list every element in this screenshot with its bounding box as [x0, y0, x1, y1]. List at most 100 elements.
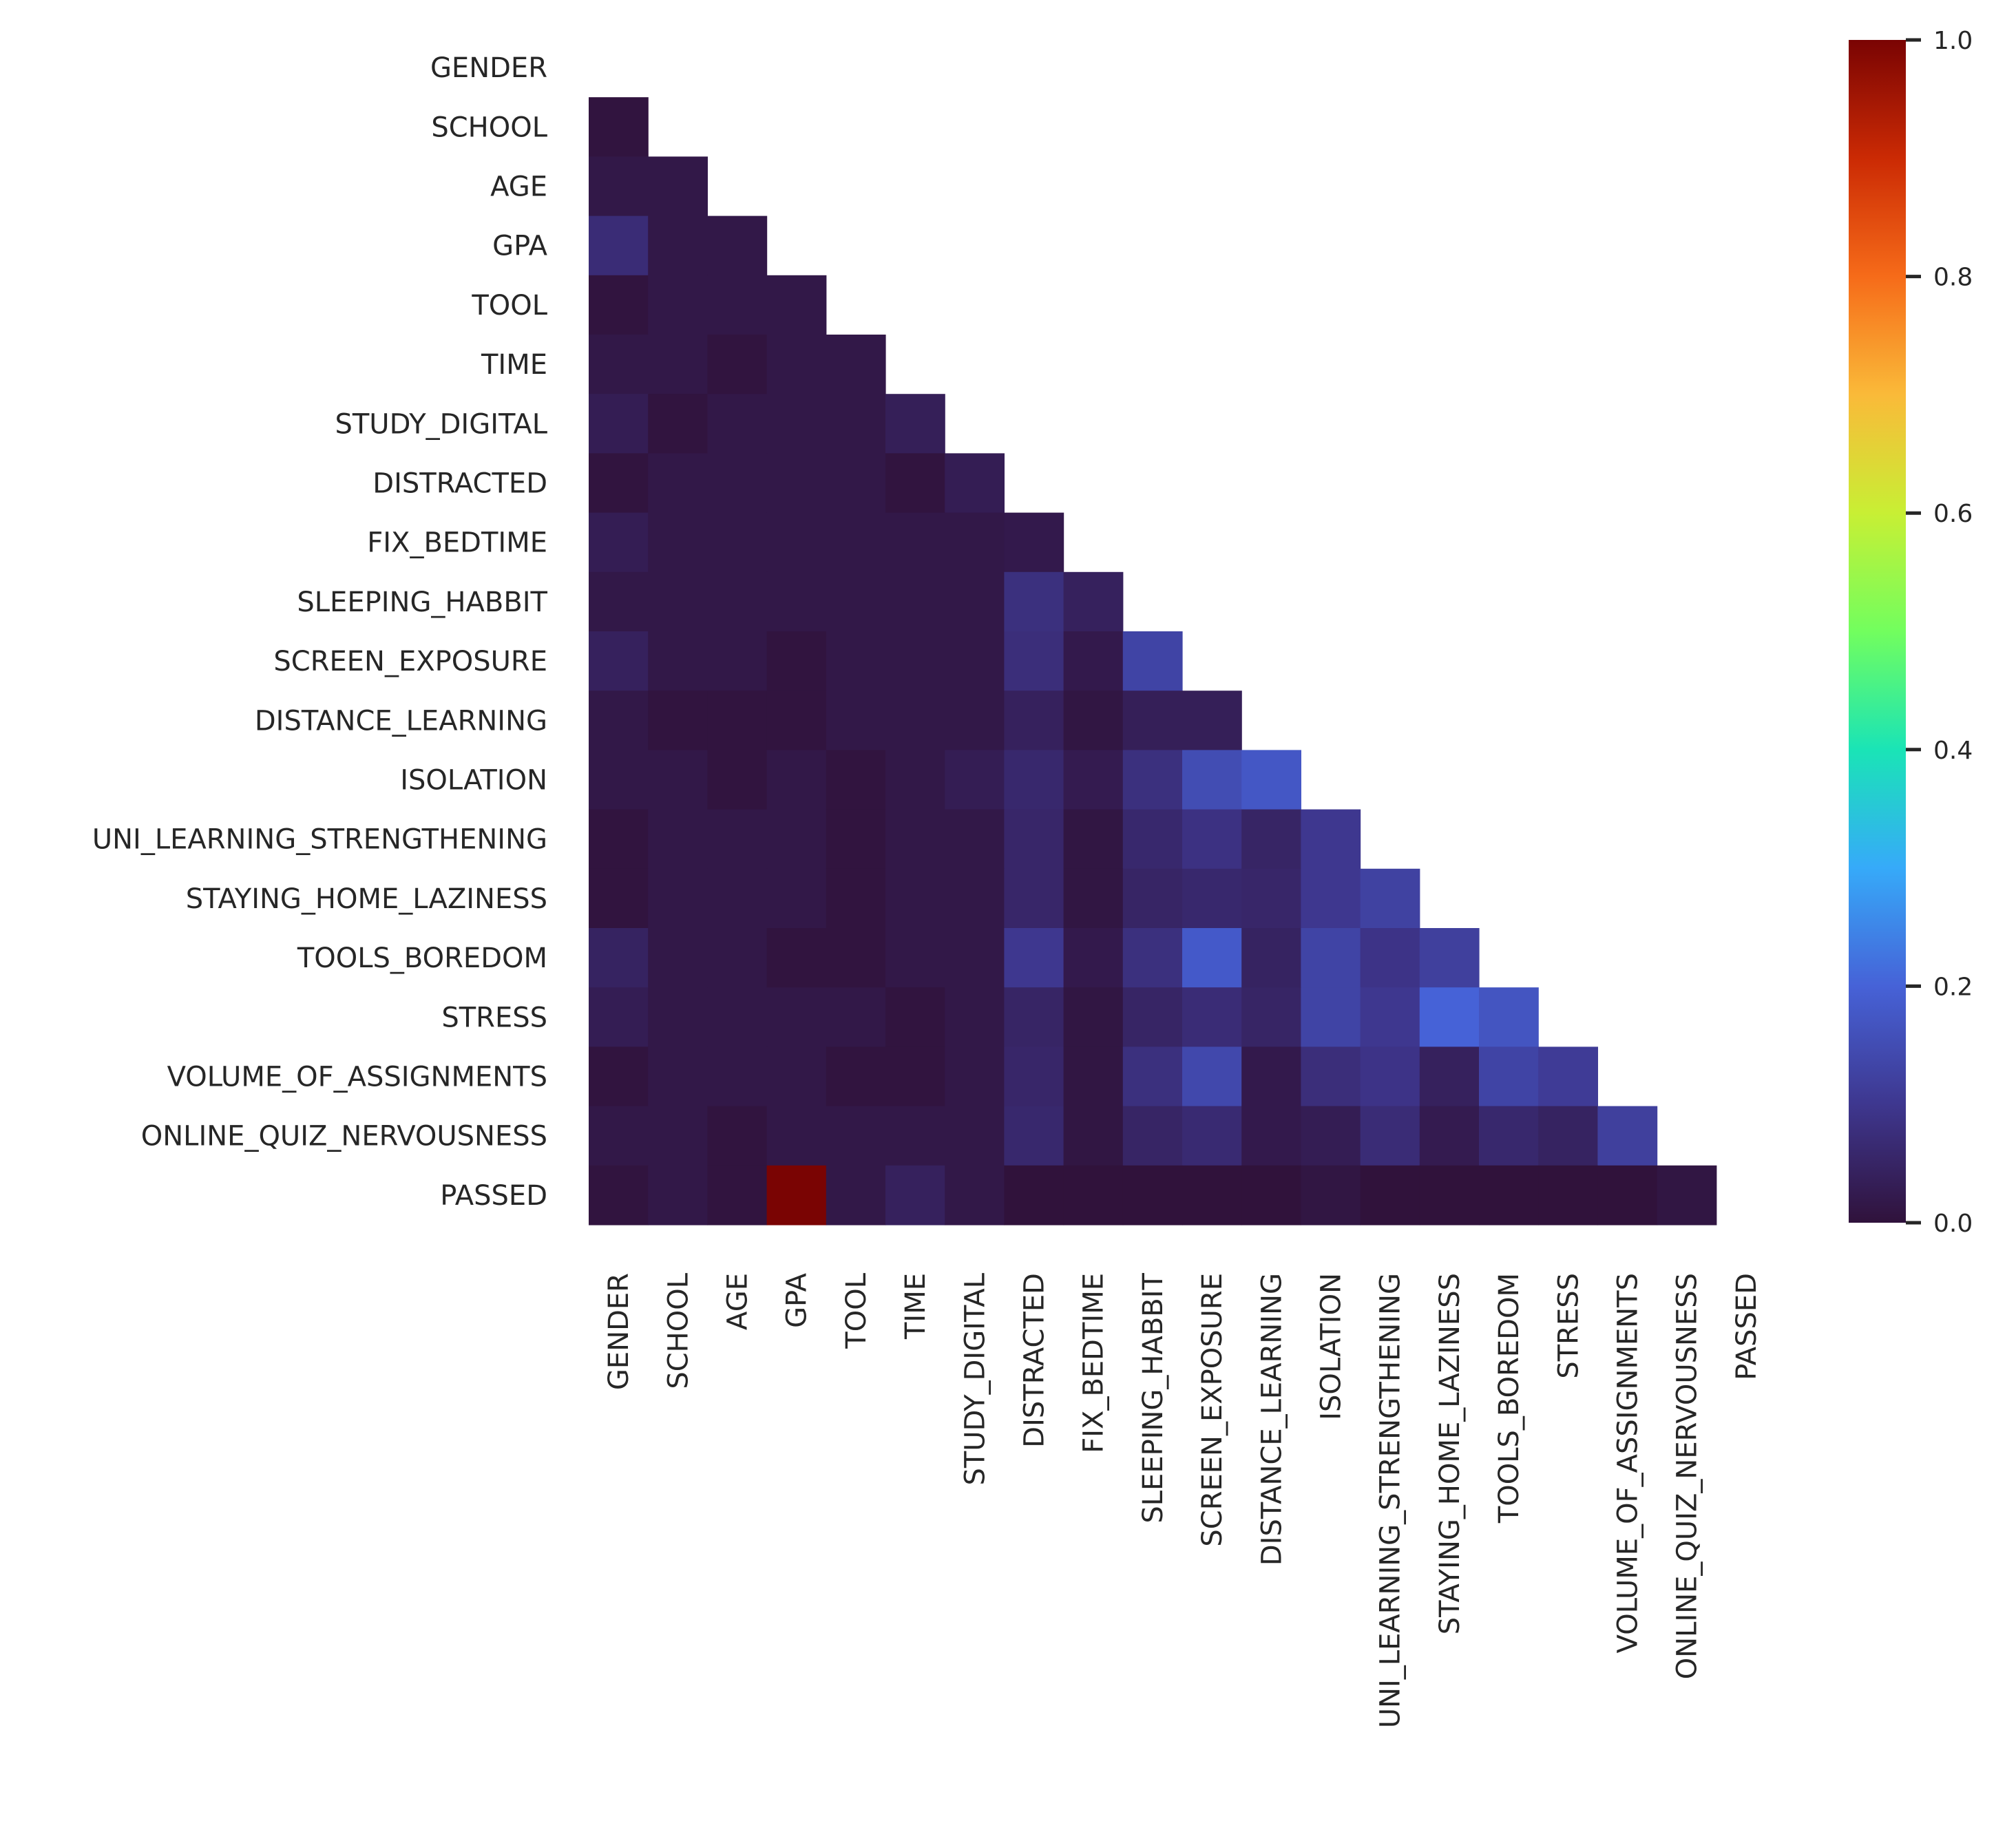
heatmap-cell	[826, 631, 886, 691]
heatmap-cell	[589, 987, 649, 1047]
heatmap-cell	[589, 571, 649, 632]
x-tick-label: AGE	[722, 1273, 754, 1330]
heatmap-cell	[1479, 1046, 1539, 1107]
heatmap-cell	[826, 868, 886, 929]
heatmap-cell	[1479, 1106, 1539, 1166]
heatmap-cell	[1241, 1046, 1301, 1107]
y-tick-label: STAYING_HOME_LAZINESS	[186, 883, 547, 915]
heatmap-cell	[648, 1165, 708, 1225]
heatmap-cell	[766, 335, 827, 394]
heatmap-cell	[1301, 868, 1361, 929]
heatmap-cell	[885, 394, 945, 454]
heatmap-cell	[589, 928, 649, 988]
heatmap-cell	[1063, 571, 1124, 632]
heatmap-cell	[1063, 868, 1124, 929]
heatmap-cell	[766, 394, 827, 454]
heatmap-cell	[945, 571, 1005, 632]
y-tick-label: ISOLATION	[400, 765, 547, 797]
heatmap-cell	[885, 1165, 945, 1225]
x-tick-label: TIME	[900, 1273, 932, 1340]
heatmap-cell	[766, 691, 827, 750]
heatmap-cell	[648, 1046, 708, 1107]
heatmap-cell	[885, 868, 945, 929]
heatmap-cell	[1004, 631, 1064, 691]
heatmap-cell	[589, 1106, 649, 1166]
heatmap-cell	[707, 1106, 768, 1166]
heatmap-cell	[648, 335, 708, 394]
y-tick-label: STRESS	[441, 1002, 547, 1033]
heatmap-cell	[589, 275, 649, 335]
heatmap-cell	[1241, 809, 1301, 870]
heatmap-cell	[885, 928, 945, 988]
heatmap-cell	[945, 1106, 1005, 1166]
heatmap-cell	[1360, 1046, 1420, 1107]
heatmap-cell	[648, 868, 708, 929]
heatmap-cell	[885, 1106, 945, 1166]
y-axis-tick-labels: GENDER SCHOOL AGE GPA TOOL TIME STUDY_DIGITAL D…	[92, 52, 548, 1212]
y-tick-label: SCREEN_EXPOSURE	[273, 646, 547, 677]
heatmap-cell	[1419, 1046, 1480, 1107]
heatmap-cell	[766, 571, 827, 632]
x-tick-label: UNI_LEARNING_STRENGTHENING	[1375, 1273, 1407, 1728]
heatmap-cell	[1241, 868, 1301, 929]
heatmap-cell	[589, 750, 649, 810]
heatmap-cell	[1122, 987, 1183, 1047]
heatmap-cell	[1301, 1046, 1361, 1107]
heatmap-cell	[707, 1046, 768, 1107]
heatmap-cell	[826, 1046, 886, 1107]
y-tick-label: SCHOOL	[431, 112, 547, 143]
heatmap-cell	[707, 750, 768, 810]
heatmap-cell	[885, 631, 945, 691]
heatmap-cell	[1004, 868, 1064, 929]
heatmap-cell	[648, 215, 708, 276]
heatmap-cell	[766, 512, 827, 573]
heatmap-cell	[766, 809, 827, 870]
x-tick-label: TOOL	[841, 1272, 872, 1349]
heatmap-cell	[1360, 928, 1420, 988]
colorbar-tick-label: 0.4	[1933, 737, 1973, 765]
heatmap-cell	[1122, 928, 1183, 988]
y-tick-label: TOOL	[471, 290, 547, 322]
heatmap-cell	[766, 1165, 827, 1225]
heatmap-cell	[648, 691, 708, 750]
heatmap-cell	[1122, 1046, 1183, 1107]
heatmap-cell	[1004, 1046, 1064, 1107]
heatmap-cell	[648, 1106, 708, 1166]
heatmap-cell	[766, 275, 827, 335]
x-axis-tick-labels: GENDER SCHOOL AGE GPA TOOL TIME STUDY_DIGITAL D…	[603, 1272, 1763, 1728]
heatmap-cell	[589, 512, 649, 573]
heatmap-cell	[1182, 1165, 1242, 1225]
colorbar-tick-label: 0.2	[1933, 973, 1973, 1001]
colorbar-tick-label: 0.8	[1933, 264, 1973, 292]
heatmap-cell	[589, 156, 649, 217]
colorbar-tick-label: 1.0	[1933, 27, 1973, 55]
heatmap-cell	[885, 750, 945, 810]
x-tick-label: VOLUME_OF_ASSIGNMENTS	[1613, 1273, 1644, 1653]
heatmap-cell	[648, 987, 708, 1047]
heatmap-cell	[945, 1046, 1005, 1107]
heatmap-cell	[766, 1106, 827, 1166]
heatmap-cell	[945, 987, 1005, 1047]
y-tick-label: FIX_BEDTIME	[367, 527, 547, 559]
heatmap-cell	[1063, 1046, 1124, 1107]
heatmap-cell	[1182, 1046, 1242, 1107]
x-tick-label: STAYING_HOME_LAZINESS	[1434, 1273, 1466, 1634]
heatmap-cell	[826, 335, 886, 394]
heatmap-cell	[707, 1165, 768, 1225]
heatmap-cell	[648, 156, 708, 217]
heatmap-cell	[1063, 1106, 1124, 1166]
heatmap-cell	[589, 868, 649, 929]
colorbar-tick-label: 0.0	[1933, 1210, 1973, 1238]
heatmap-cell	[707, 335, 768, 394]
heatmap-cell	[1004, 750, 1064, 810]
heatmap-cell	[648, 631, 708, 691]
heatmap-cell	[1182, 1106, 1242, 1166]
heatmap-cell	[589, 335, 649, 394]
heatmap-cell	[945, 631, 1005, 691]
heatmap-cell	[826, 1106, 886, 1166]
heatmap-cell	[1004, 1165, 1064, 1225]
heatmap-cell	[589, 453, 649, 514]
heatmap-cell	[1182, 809, 1242, 870]
heatmap-cell	[1597, 1106, 1658, 1166]
